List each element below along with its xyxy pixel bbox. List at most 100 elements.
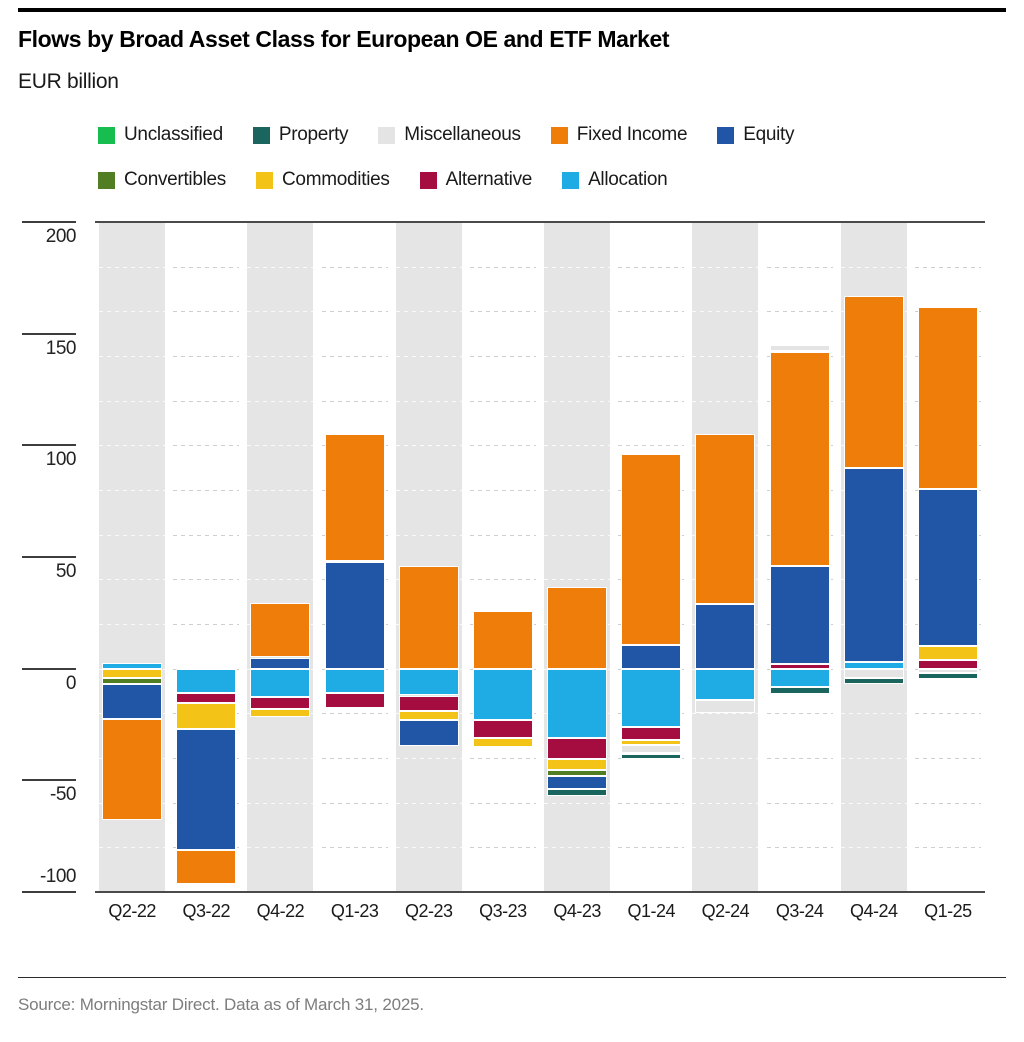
- grid-line: [173, 490, 240, 491]
- bar-segment-equity: [843, 467, 904, 662]
- grid-line: [692, 713, 759, 715]
- bar-segment-allocation: [843, 662, 904, 669]
- grid-line: [395, 311, 462, 313]
- grid-line: [99, 266, 166, 268]
- grid-line: [247, 579, 314, 581]
- grid-line: [544, 579, 611, 581]
- grid-line: [544, 311, 611, 313]
- bar-segment-equity: [250, 657, 311, 669]
- grid-line: [395, 534, 462, 536]
- grid-line: [544, 356, 611, 357]
- y-axis-label: 0: [65, 672, 77, 694]
- grid-line: [173, 356, 240, 357]
- bar-segment-allocation: [250, 668, 311, 697]
- bar-segment-commodities: [472, 737, 533, 747]
- grid-line: [99, 624, 166, 625]
- grid-line: [766, 311, 833, 313]
- y-axis-label: 50: [55, 561, 77, 582]
- grid-line: [840, 266, 907, 268]
- grid-line: [247, 266, 314, 268]
- grid-line: [321, 758, 388, 759]
- grid-line: [395, 802, 462, 804]
- grid-line: [395, 490, 462, 491]
- x-axis-label: Q1-24: [627, 901, 676, 921]
- grid-line: [618, 802, 685, 804]
- bar-segment-allocation: [472, 668, 533, 721]
- bar-segment-equity: [324, 561, 385, 669]
- chart-units-subtitle: EUR billion: [18, 70, 119, 93]
- legend-row: Convertibles Commodities Alternative Alloca…: [98, 163, 958, 197]
- grid-line: [395, 758, 462, 759]
- grid-line: [99, 847, 166, 849]
- bar-segment-fixed-income: [250, 602, 311, 658]
- grid-line: [469, 490, 536, 491]
- bar-segment-alternative: [176, 693, 237, 704]
- grid-line: [766, 802, 833, 804]
- grid-line: [914, 802, 981, 804]
- y-axis-tick: [22, 891, 76, 893]
- legend-label: Commodities: [282, 169, 390, 190]
- bar-segment-equity: [695, 603, 756, 669]
- grid-line: [914, 266, 981, 268]
- legend-item-equity: Equity: [717, 124, 795, 146]
- grid-line: [692, 400, 759, 402]
- bar-segment-fixed-income: [102, 718, 163, 821]
- bar-segment-equity: [547, 775, 608, 790]
- legend-label: Miscellaneous: [404, 124, 521, 145]
- grid-line: [173, 311, 240, 313]
- grid-line: [469, 445, 536, 447]
- top-rule: [18, 8, 1006, 12]
- grid-line: [544, 266, 611, 268]
- x-axis-label: Q1-25: [924, 901, 972, 921]
- x-axis-label: Q2-23: [405, 901, 453, 921]
- bar-segment-commodities: [621, 740, 682, 745]
- y-axis-tick: [22, 332, 76, 335]
- grid-line: [395, 400, 462, 402]
- legend-item-alternative: Alternative: [419, 169, 533, 191]
- grid-line: [618, 847, 685, 849]
- grid-line: [469, 847, 536, 849]
- bar-segment-alternative: [398, 695, 459, 712]
- grid-line: [692, 802, 759, 804]
- x-axis-line: [95, 891, 985, 893]
- bar-segment-fixed-income: [917, 306, 978, 489]
- y-axis-label: -100: [39, 866, 77, 887]
- plot-top-line: [95, 221, 985, 223]
- legend-swatch-icon: [98, 171, 115, 189]
- bar-segment-allocation: [398, 668, 459, 696]
- grid-line: [321, 847, 388, 849]
- grid-line: [469, 311, 536, 313]
- legend-label: Alternative: [445, 169, 533, 190]
- x-axis-label: Q3-23: [479, 901, 527, 921]
- x-axis-label: Q3-22: [182, 901, 231, 921]
- legend-swatch-icon: [562, 171, 580, 189]
- page-title: Flows by Broad Asset Class for European …: [18, 26, 670, 52]
- grid-line: [618, 356, 685, 357]
- bar-segment-commodities: [176, 703, 237, 729]
- grid-line: [544, 490, 611, 491]
- grid-line: [395, 847, 462, 849]
- bar-segment-fixed-income: [695, 434, 756, 604]
- legend-item-property: Property: [252, 124, 349, 146]
- grid-line: [692, 758, 759, 759]
- legend-row: Unclassified Property Miscellaneous Fixed I…: [98, 118, 958, 152]
- y-axis-tick: [22, 667, 76, 670]
- grid-line: [618, 445, 685, 447]
- x-axis-label: Q3-24: [775, 901, 824, 921]
- grid-line: [247, 311, 314, 313]
- bar-segment-fixed-income: [843, 295, 904, 468]
- bar-segment-alternative: [769, 664, 830, 669]
- bar-segment-allocation: [621, 668, 682, 727]
- bar-segment-commodities: [917, 646, 978, 660]
- bar-segment-fixed-income: [769, 351, 830, 566]
- grid-line: [692, 311, 759, 313]
- bar-segment-commodities: [250, 708, 311, 717]
- grid-line: [99, 534, 166, 536]
- legend-swatch-icon: [717, 126, 735, 144]
- grid-line: [247, 847, 314, 849]
- bar-segment-fixed-income: [324, 434, 385, 562]
- bar-segment-allocation: [769, 668, 830, 687]
- legend-label: Fixed Income: [576, 124, 688, 145]
- bar-segment-miscellaneous: [621, 744, 682, 754]
- bar-segment-property: [917, 673, 978, 679]
